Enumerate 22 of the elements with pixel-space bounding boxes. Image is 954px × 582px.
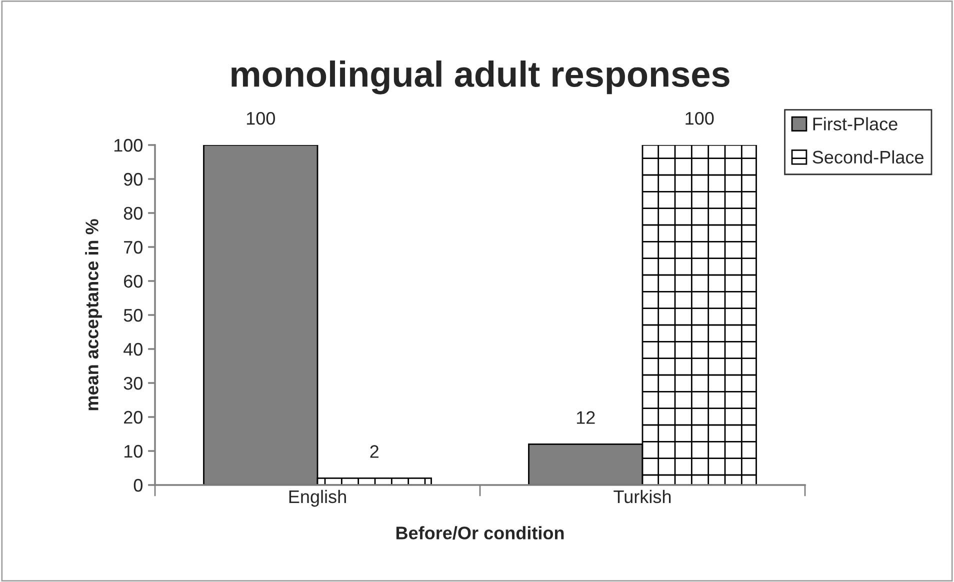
y-tick-label: 90 — [124, 172, 142, 186]
y-tick-label: 80 — [124, 206, 142, 220]
y-tick-label: 100 — [114, 138, 142, 152]
legend-label: Second-Place — [812, 150, 924, 164]
y-tick-label: 20 — [124, 410, 142, 424]
x-tick-label: English — [289, 490, 346, 507]
x-tick-label: Turkish — [614, 490, 671, 504]
y-axis-title: mean acceptance in % — [85, 219, 102, 410]
x-axis-title: Before/Or condition — [396, 526, 564, 540]
y-tick-label: 0 — [134, 478, 142, 492]
data-label: 2 — [370, 445, 378, 458]
y-tick-label: 50 — [124, 308, 142, 322]
y-tick-label: 60 — [124, 274, 142, 288]
chart-title: monolingual adult responses — [232, 60, 730, 94]
y-tick-label: 30 — [124, 376, 142, 390]
legend-label: First-Place — [813, 117, 898, 130]
y-tick-label: 10 — [124, 444, 142, 458]
data-label: 100 — [686, 112, 714, 125]
y-tick-label: 40 — [124, 342, 142, 356]
data-label: 12 — [576, 411, 595, 424]
data-label: 100 — [246, 112, 275, 125]
y-tick-label: 70 — [124, 240, 142, 254]
